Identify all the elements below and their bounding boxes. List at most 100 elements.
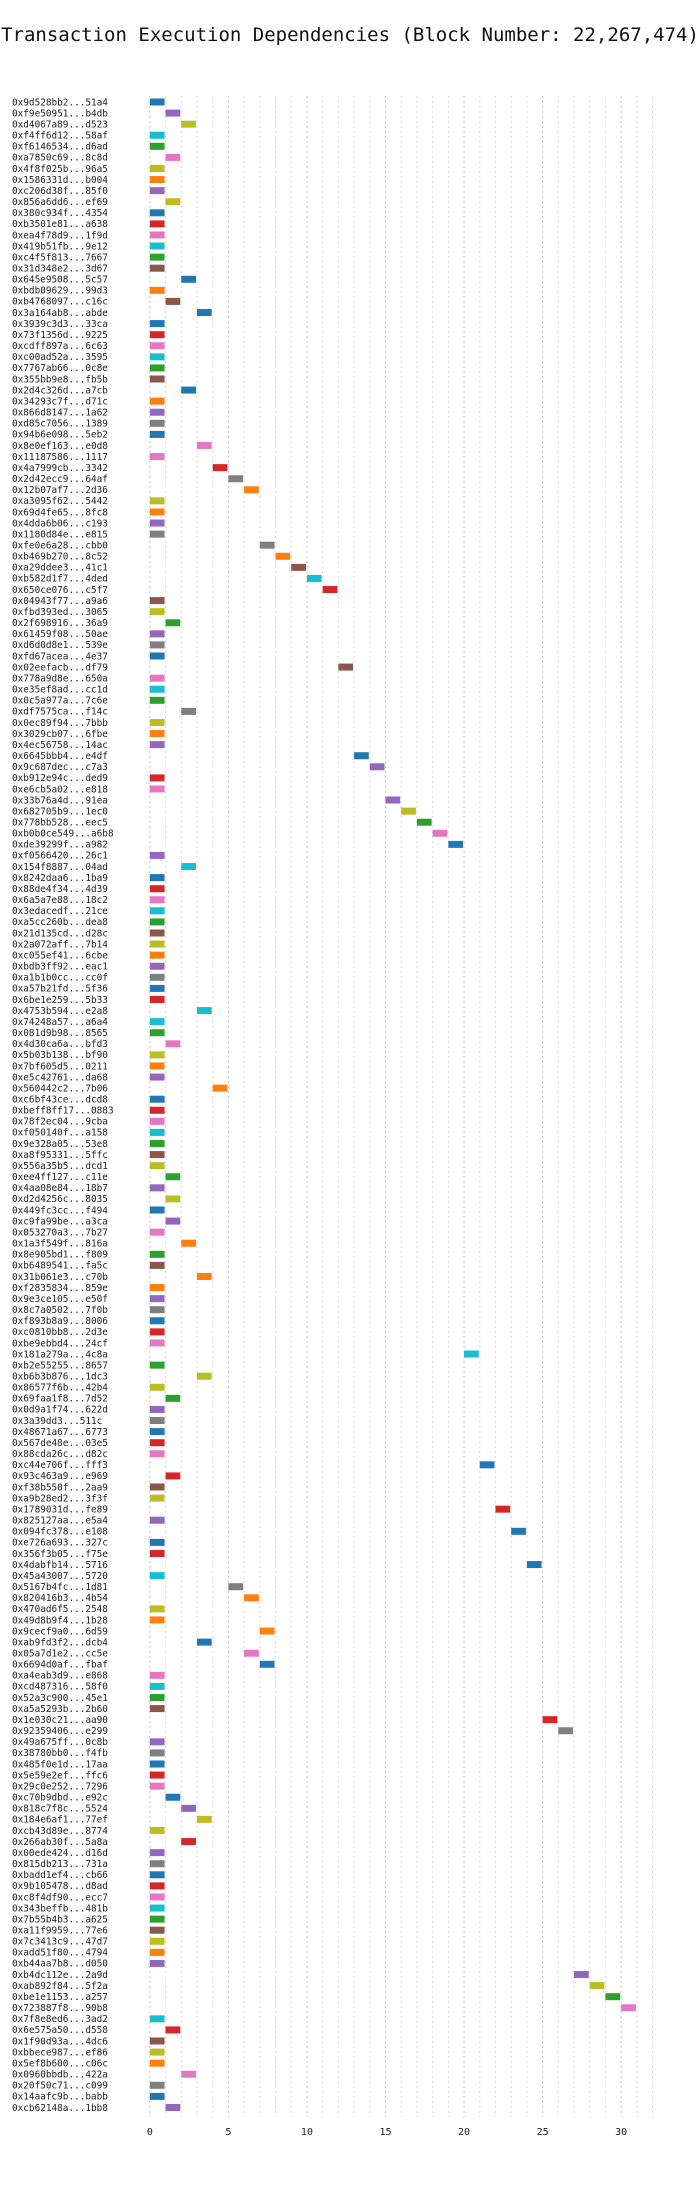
y-tick-label: 0x88cda26c...d82c — [12, 1449, 108, 1460]
y-tick-label: 0x4aa08e84...18b7 — [12, 1183, 108, 1194]
y-tick-label: 0x21d135cd...d28c — [12, 928, 108, 939]
bar — [149, 1062, 165, 1070]
y-tick-label: 0x86577f6b...42b4 — [12, 1383, 108, 1394]
bar — [149, 430, 165, 438]
bar — [149, 320, 165, 328]
y-tick-label: 0xc0810bb8...2d3e — [12, 1327, 108, 1338]
y-tick-label: 0xc206d38f...85f0 — [12, 186, 108, 197]
bar — [165, 1472, 181, 1480]
bar — [369, 763, 385, 771]
y-tick-label: 0x0ec89f94...7bbb — [12, 718, 108, 729]
bar — [149, 685, 165, 693]
y-tick-label: 0xb6489541...fa5c — [12, 1261, 108, 1272]
y-tick-label: 0xbbece987...ef86 — [12, 2047, 108, 2058]
bar — [149, 896, 165, 904]
y-tick-label: 0xf9e50951...b4db — [12, 108, 108, 119]
y-tick-label: 0x081d9b98...8565 — [12, 1028, 108, 1039]
y-tick-label: 0x0d9a1f74...622d — [12, 1405, 108, 1416]
y-tick-label: 0x14aafc9b...babb — [12, 2092, 108, 2103]
y-tick-label: 0xc44e706f...fff3 — [12, 1460, 108, 1471]
y-tick-label: 0x682705b9...1ec0 — [12, 806, 108, 817]
y-tick-label: 0x9cecf9a0...6d59 — [12, 1626, 108, 1637]
bar — [149, 718, 165, 726]
y-tick-label: 0xb3501e81...a638 — [12, 219, 108, 230]
y-tick-label: 0x49a675ff...0c8b — [12, 1737, 108, 1748]
y-tick-label: 0xe726a693...327c — [12, 1538, 108, 1549]
bar — [149, 1538, 165, 1546]
bar — [149, 1284, 165, 1292]
bar — [228, 1583, 244, 1591]
y-tick-label: 0xc4f5f813...7667 — [12, 252, 108, 263]
bar — [275, 552, 291, 560]
y-tick-label: 0xe6cb5a02...e818 — [12, 784, 108, 795]
bar — [149, 1117, 165, 1125]
y-tick-label: 0xa29ddee3...41c1 — [12, 563, 108, 574]
y-tick-label: 0x8e905bd1...f809 — [12, 1250, 108, 1261]
y-tick-label: 0x3edacedf...21ce — [12, 906, 108, 917]
y-tick-label: 0xee4ff127...c11e — [12, 1172, 108, 1183]
bar — [149, 1250, 165, 1258]
y-tick-label: 0x88de4f34...4d39 — [12, 884, 108, 895]
bar — [605, 1993, 621, 2001]
bar — [149, 741, 165, 749]
y-tick-label: 0x9e328a05...53e8 — [12, 1139, 108, 1150]
y-tick-label: 0x866d8147...1a62 — [12, 408, 108, 419]
y-tick-label: 0xa8f95331...5ffc — [12, 1150, 108, 1161]
bar — [149, 1140, 165, 1148]
y-tick-label: 0x184e6af1...77ef — [12, 1815, 108, 1826]
y-tick-label: 0x5167b4fc...1d81 — [12, 1582, 108, 1593]
y-tick-label: 0xbe9ebbd4...24cf — [12, 1338, 108, 1349]
bar — [196, 309, 212, 317]
y-tick-label: 0x2a072aff...7b14 — [12, 939, 108, 950]
bar — [149, 519, 165, 527]
bar — [149, 1904, 165, 1912]
bar — [149, 597, 165, 605]
bar — [149, 220, 165, 228]
bar — [149, 1682, 165, 1690]
bar — [149, 1826, 165, 1834]
y-tick-label: 0x1f90d93a...4dc6 — [12, 2036, 108, 2047]
bar — [149, 1428, 165, 1436]
bar — [149, 1073, 165, 1081]
bar — [149, 253, 165, 261]
y-tick-label: 0x29c0e252...7296 — [12, 1781, 108, 1792]
y-tick-label: 0xb4768097...c16c — [12, 297, 108, 308]
bar — [165, 109, 181, 117]
y-tick-label: 0x419b51fb...9e12 — [12, 241, 108, 252]
bar — [259, 1627, 275, 1635]
bar — [149, 962, 165, 970]
y-tick-label: 0x9e3ce105...e50f — [12, 1294, 108, 1305]
bar — [558, 1727, 574, 1735]
bar — [464, 1350, 479, 1358]
bar — [149, 1937, 165, 1945]
y-tick-label: 0x818c7f8c...5524 — [12, 1804, 108, 1815]
x-tick-label: 5 — [225, 2127, 231, 2138]
bar — [385, 796, 401, 804]
y-tick-label: 0x815db213...731a — [12, 1859, 108, 1870]
y-tick-label: 0x449fc3cc...f494 — [12, 1205, 108, 1216]
bar — [149, 1018, 165, 1026]
bar — [196, 1007, 212, 1015]
bar — [181, 863, 196, 871]
bar — [149, 1361, 165, 1369]
bar — [448, 840, 464, 848]
y-tick-label: 0xab892f84...5f2a — [12, 1981, 108, 1992]
y-tick-label: 0x61459f08...50ae — [12, 629, 108, 640]
plot-area: 0x9d528bb2...51a40xf9e50951...b4db0xd406… — [12, 96, 654, 2138]
bar — [149, 242, 165, 250]
y-tick-label: 0x78f2ec04...9cba — [12, 1117, 108, 1128]
bar — [149, 1029, 165, 1037]
y-tick-label: 0x12b07af7...2d36 — [12, 485, 108, 496]
y-tick-label: 0x1789031d...fe89 — [12, 1504, 108, 1515]
y-tick-label: 0xab9fd3f2...dcb4 — [12, 1637, 108, 1648]
y-tick-label: 0x8242daa6...1ba9 — [12, 873, 108, 884]
y-tick-label: 0x04943f77...a9a6 — [12, 596, 108, 607]
y-tick-label: 0xfe0e6a28...cbb0 — [12, 541, 108, 552]
bar — [149, 730, 165, 738]
bar — [149, 2037, 165, 2045]
bar — [291, 563, 306, 571]
y-tick-label: 0x0960bbdb...422a — [12, 2070, 108, 2081]
bar — [149, 1671, 165, 1679]
bar — [432, 829, 448, 837]
